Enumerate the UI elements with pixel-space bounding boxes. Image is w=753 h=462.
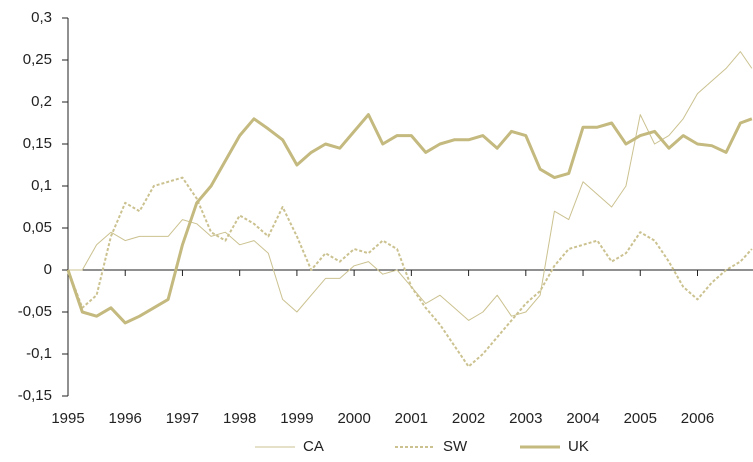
x-tick-label: 2001: [395, 410, 428, 427]
series-line: [67, 176, 753, 368]
x-tick-label: 1995: [51, 410, 84, 427]
x-tick-label: 1999: [280, 410, 313, 427]
legend-label: CA: [303, 438, 324, 455]
x-tick-label: 1998: [223, 410, 256, 427]
y-tick-label: 0,25: [23, 51, 52, 68]
x-tick-label: 1997: [166, 410, 199, 427]
y-tick-label: 0,3: [31, 9, 52, 26]
x-tick-label: 2000: [337, 410, 370, 427]
x-tick-label: 2006: [681, 410, 714, 427]
y-tick-label: -0,1: [26, 345, 52, 362]
series-line: [66, 113, 753, 325]
x-tick-label: 2004: [566, 410, 599, 427]
y-tick-label: -0,15: [18, 387, 52, 404]
x-tick-label: 2005: [624, 410, 657, 427]
series-line: [68, 51, 753, 321]
legend-label: SW: [443, 438, 468, 455]
x-tick-label: 1996: [109, 410, 142, 427]
legend-label: UK: [568, 438, 589, 455]
y-tick-label: 0,15: [23, 135, 52, 152]
y-tick-label: 0,2: [31, 93, 52, 110]
y-tick-label: 0,05: [23, 219, 52, 236]
y-tick-label: -0,05: [18, 303, 52, 320]
x-tick-label: 2002: [452, 410, 485, 427]
y-tick-label: 0: [44, 261, 52, 278]
y-tick-label: 0,1: [31, 177, 52, 194]
x-tick-label: 2003: [509, 410, 542, 427]
